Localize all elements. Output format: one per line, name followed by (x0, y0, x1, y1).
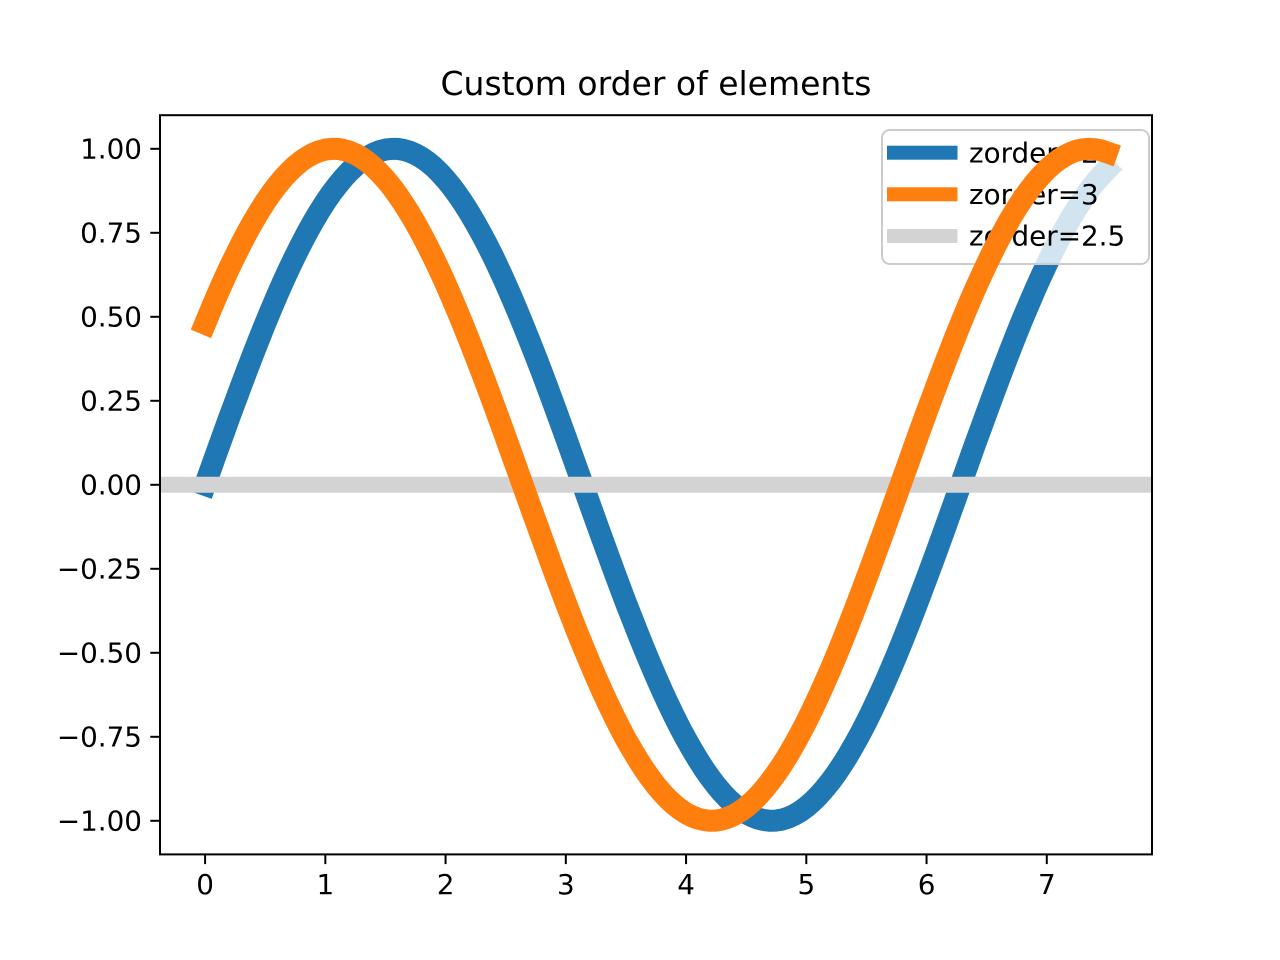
series-line-zorder=3 (190, 137, 1121, 832)
legend-swatch-zorder=2.5 (887, 229, 958, 243)
axes: 0 1 2 3 4 5 6 7 1.00 0.75 0.50 0.25 0.00 −0.25 −0.50 −0… (57, 114, 1153, 901)
y-tick-label: 0.50 (80, 301, 142, 334)
x-tick-label: 3 (557, 868, 575, 901)
legend-swatch-zorder=2 (887, 145, 958, 160)
layer-above-legend (190, 137, 1121, 832)
y-tick-label: −0.75 (57, 721, 142, 754)
x-tick-label: 1 (316, 868, 334, 901)
x-tick-label: 2 (437, 868, 455, 901)
y-tick-label: −0.25 (57, 553, 142, 586)
x-tick-label: 7 (1038, 868, 1056, 901)
x-tick-label: 5 (797, 868, 815, 901)
x-tick-label: 0 (196, 868, 214, 901)
y-tick-label: −1.00 (57, 805, 142, 838)
x-tick-label: 6 (918, 868, 936, 901)
y-tick-label: 1.00 (80, 133, 142, 166)
y-tick-label: 0.75 (80, 217, 142, 250)
legend-swatch-zorder=3 (887, 187, 958, 202)
y-tick-label: 0.00 (80, 469, 142, 502)
chart-title: Custom order of elements (441, 64, 872, 103)
x-tick-label: 4 (677, 868, 695, 901)
y-tick-label: 0.25 (80, 385, 142, 418)
y-tick-label: −0.50 (57, 637, 142, 670)
